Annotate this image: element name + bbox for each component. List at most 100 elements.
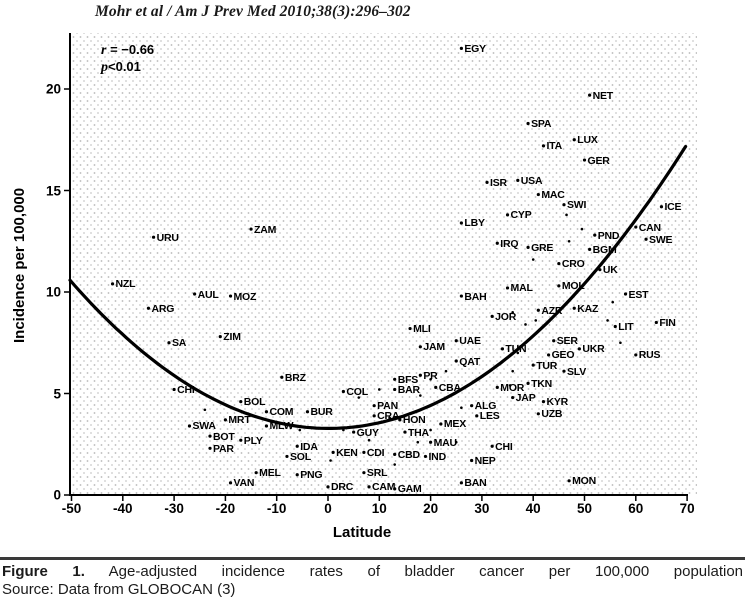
data-point: [505, 286, 510, 290]
data-point-unlabeled: [511, 311, 514, 314]
data-point: [531, 363, 535, 367]
country-label-bfs: BFS: [397, 373, 419, 386]
country-label-egy: EGY: [464, 42, 486, 55]
data-point-unlabeled: [388, 416, 391, 420]
country-label-chi: CHI: [177, 383, 195, 396]
country-label-mon: MON: [572, 475, 597, 488]
data-point: [526, 381, 530, 385]
plot-dotted-background: [70, 33, 697, 495]
x-tick-label: 40: [525, 501, 541, 516]
country-label-cdi: CDI: [366, 446, 385, 459]
data-point: [490, 314, 494, 318]
data-point: [470, 404, 474, 408]
country-label-cba: CBA: [438, 381, 461, 394]
x-tick-label: 30: [474, 501, 490, 516]
data-point-unlabeled: [611, 300, 615, 304]
country-label-isr: ISR: [490, 176, 507, 189]
country-label-gam: GAM: [397, 483, 422, 496]
data-point: [536, 192, 540, 197]
data-point: [110, 282, 115, 286]
country-label-cyp: CYP: [510, 209, 532, 222]
data-point: [588, 247, 592, 251]
x-tick-label: 0: [324, 501, 332, 516]
data-point: [285, 454, 289, 459]
x-tick-label: 50: [576, 501, 593, 516]
data-point: [367, 485, 371, 489]
data-point: [187, 424, 192, 428]
data-point: [644, 237, 648, 241]
data-point: [151, 235, 156, 239]
data-point: [541, 400, 546, 404]
data-point: [249, 227, 253, 231]
data-point: [572, 138, 576, 142]
data-point-unlabeled: [531, 258, 535, 261]
country-label-bot: BOT: [213, 430, 235, 443]
data-point: [634, 353, 638, 357]
country-label-zim: ZIM: [223, 331, 241, 344]
country-label-kaz: KAZ: [577, 302, 599, 315]
x-tick-label: -10: [266, 501, 287, 516]
data-point: [423, 454, 428, 459]
country-label-bol: BOL: [243, 396, 266, 409]
country-label-swe: SWE: [649, 233, 673, 246]
data-point-unlabeled: [580, 227, 584, 231]
data-point-unlabeled: [298, 428, 302, 432]
country-label-ger: GER: [587, 154, 610, 167]
data-point: [495, 241, 499, 245]
data-point: [398, 418, 402, 422]
data-point: [454, 359, 458, 363]
data-point-unlabeled: [393, 463, 396, 466]
data-point: [459, 221, 463, 225]
country-label-cro: CRO: [561, 258, 585, 271]
x-tick-label: -50: [61, 501, 82, 516]
data-point: [305, 410, 310, 414]
r-symbol: r: [101, 43, 107, 58]
y-tick-label: 10: [45, 284, 61, 300]
data-point: [557, 284, 561, 288]
x-tick-label: 10: [371, 501, 387, 516]
country-label-ita: ITA: [546, 140, 562, 153]
data-point: [495, 385, 499, 390]
country-label-aul: AUL: [197, 288, 219, 301]
country-label-swa: SWA: [192, 420, 216, 433]
y-tick-label: 20: [45, 81, 61, 97]
p-symbol: p: [101, 60, 108, 75]
country-label-sa: SA: [171, 337, 187, 350]
country-label-mel: MEL: [259, 467, 281, 480]
data-point: [326, 485, 330, 489]
data-point: [331, 450, 335, 454]
country-label-zam: ZAM: [254, 223, 277, 236]
country-label-lby: LBY: [464, 217, 485, 230]
data-point: [341, 389, 345, 394]
data-point: [475, 414, 479, 418]
data-point: [562, 203, 566, 207]
p-value-line: p<0.01: [101, 59, 141, 75]
x-tick-label: -40: [113, 501, 133, 516]
country-label-jap: JAP: [515, 392, 536, 405]
data-point: [485, 180, 489, 184]
data-point: [264, 424, 269, 428]
data-point: [572, 306, 576, 310]
country-label-cbd: CBD: [397, 448, 420, 461]
data-point-unlabeled: [524, 323, 527, 326]
data-point: [582, 158, 587, 162]
data-point: [659, 205, 664, 209]
data-point: [393, 387, 397, 392]
country-label-moz: MOZ: [233, 290, 257, 303]
y-axis-title: Incidence per 100,000: [11, 187, 28, 344]
data-point: [588, 93, 592, 97]
country-label-nep: NEP: [474, 454, 496, 467]
country-label-drc: DRC: [331, 481, 354, 494]
country-label-ply: PLY: [243, 434, 263, 447]
data-point-unlabeled: [203, 408, 207, 412]
country-label-lux: LUX: [577, 134, 598, 147]
country-label-jam: JAM: [423, 341, 445, 354]
data-point: [172, 387, 176, 392]
data-point: [218, 335, 222, 339]
country-label-png: PNG: [300, 469, 323, 482]
y-tick-label: 5: [53, 386, 61, 401]
country-label-cam: CAM: [372, 481, 396, 494]
country-label-cra: CRA: [377, 410, 400, 423]
data-point: [362, 450, 366, 454]
data-point-unlabeled: [606, 319, 609, 322]
